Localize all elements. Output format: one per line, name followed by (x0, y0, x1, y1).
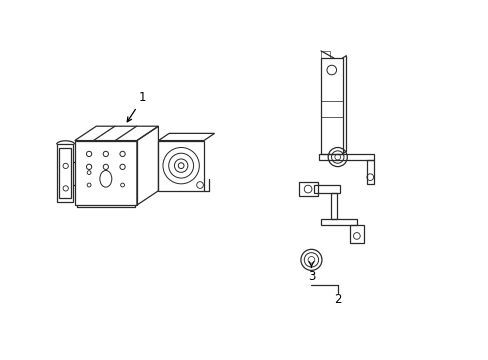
Text: 3: 3 (307, 270, 314, 283)
Text: 2: 2 (333, 293, 341, 306)
Text: 1: 1 (139, 91, 146, 104)
